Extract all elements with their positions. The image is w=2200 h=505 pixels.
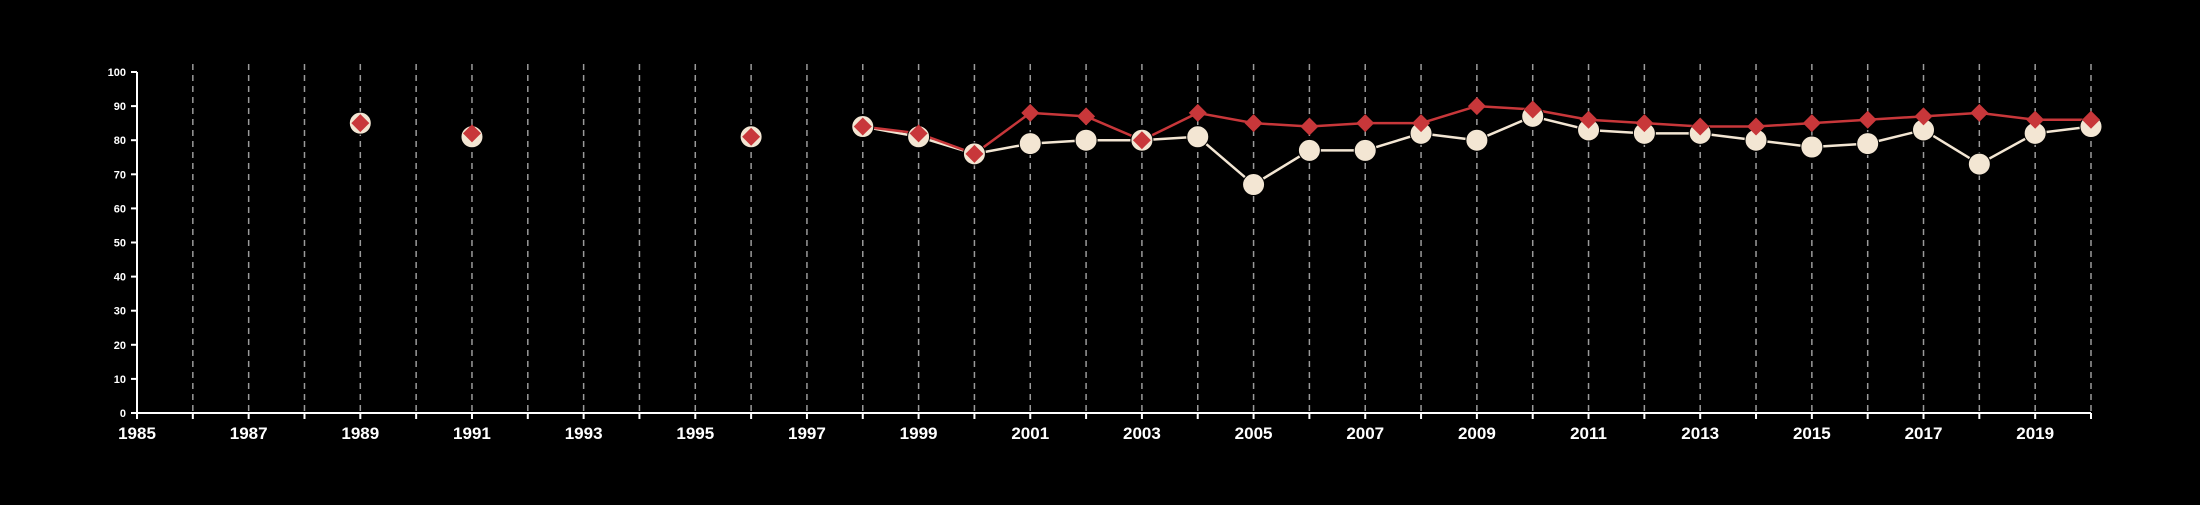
y-tick-label: 0 <box>120 408 126 420</box>
y-tick-label: 70 <box>114 169 126 181</box>
diamond-point <box>1747 117 1766 136</box>
diamond-series-segment <box>1644 121 1701 128</box>
diamond-point <box>1021 103 1040 122</box>
diamond-point <box>1300 117 1319 136</box>
x-tick-label: 1989 <box>341 424 379 443</box>
diamond-point <box>1467 97 1486 116</box>
diamond-series-segment <box>1030 111 1087 118</box>
x-tick-label: 1991 <box>453 424 491 443</box>
diamond-series-segment <box>1253 121 1310 128</box>
diamond-point <box>853 117 872 136</box>
x-tick-label: 2001 <box>1011 424 1049 443</box>
diamond-point <box>1858 110 1877 129</box>
diamond-point <box>1077 107 1096 126</box>
diamond-point <box>909 124 928 143</box>
x-tick-label: 2013 <box>1681 424 1719 443</box>
diamond-point <box>965 144 984 163</box>
diamond-point <box>1914 107 1933 126</box>
y-tick-label: 50 <box>114 238 126 250</box>
axes: 0 10 20 30 40 50 60 70 80 90 100 1985 1987 1989 1991 19… <box>108 67 2092 443</box>
diamond-series-segment <box>973 111 1031 155</box>
diamond-series-segment <box>1755 121 1812 128</box>
circle-point <box>1967 152 1991 176</box>
diamond-point <box>1132 131 1151 150</box>
diamond-point <box>2082 110 2100 129</box>
x-tick-label: 2011 <box>1570 424 1607 443</box>
y-tick-label: 40 <box>114 272 126 284</box>
diamond-series-segment <box>1476 104 1533 111</box>
x-tick-label: 1999 <box>900 424 938 443</box>
circle-point <box>1242 173 1266 197</box>
diamond-point <box>1244 114 1263 133</box>
y-tick-label: 10 <box>114 374 126 386</box>
series-markers <box>348 97 2103 197</box>
x-tick-label: 2015 <box>1793 424 1831 443</box>
grid-lines <box>192 64 2092 413</box>
diamond-point <box>1188 103 1207 122</box>
diamond-series-segment <box>1588 118 1645 125</box>
y-tick-label: 60 <box>114 203 126 215</box>
diamond-point <box>351 114 370 133</box>
diamond-point <box>1523 100 1542 119</box>
x-tick-label: 2005 <box>1235 424 1273 443</box>
circle-point <box>1856 132 1880 156</box>
circle-point <box>1074 128 1098 152</box>
circle-point <box>1800 135 1824 159</box>
circle-point <box>1018 132 1042 156</box>
diamond-point <box>1579 110 1598 129</box>
x-tick-label: 2017 <box>1905 424 1943 443</box>
x-tick-label: 1993 <box>565 424 603 443</box>
y-tick-label: 30 <box>114 306 126 318</box>
diamond-point <box>1970 103 1989 122</box>
circle-point <box>1186 125 1210 149</box>
diamond-series-segment <box>1197 111 1254 125</box>
x-tick-label: 1995 <box>676 424 714 443</box>
diamond-point <box>1802 114 1821 133</box>
diamond-series-segment <box>1420 104 1478 125</box>
circle-point <box>1297 138 1321 162</box>
diamond-series-segment <box>1867 115 1924 121</box>
diamond-series-segment <box>1979 111 2036 121</box>
y-tick-label: 100 <box>108 67 126 79</box>
circle-series-segment <box>1196 135 1255 186</box>
y-tick-label: 80 <box>114 135 126 147</box>
diamond-point <box>1635 114 1654 133</box>
diamond-series-segment <box>1923 111 1980 118</box>
x-tick-label: 1987 <box>230 424 268 443</box>
x-tick-label: 2003 <box>1123 424 1161 443</box>
circle-point <box>1353 138 1377 162</box>
diamond-point <box>462 124 481 143</box>
x-tick-label: 2007 <box>1346 424 1384 443</box>
x-tick-label: 2019 <box>2016 424 2054 443</box>
x-tick-label: 2009 <box>1458 424 1496 443</box>
y-tick-label: 20 <box>114 340 126 352</box>
diamond-point <box>1356 114 1375 133</box>
diamond-point <box>742 127 761 146</box>
diamond-series-segment <box>1309 121 1366 128</box>
x-tick-label: 1985 <box>118 424 156 443</box>
x-tick-label: 1997 <box>788 424 826 443</box>
y-tick-label: 90 <box>114 101 126 113</box>
diamond-point <box>1412 114 1431 133</box>
diamond-point <box>2026 110 2045 129</box>
diamond-series-segment <box>1811 118 1868 125</box>
circle-point <box>1465 128 1489 152</box>
diamond-point <box>1691 117 1710 136</box>
